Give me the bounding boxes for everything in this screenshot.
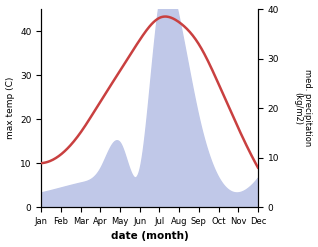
X-axis label: date (month): date (month): [111, 231, 189, 242]
Y-axis label: med. precipitation
(kg/m2): med. precipitation (kg/m2): [293, 69, 313, 147]
Y-axis label: max temp (C): max temp (C): [5, 77, 15, 139]
